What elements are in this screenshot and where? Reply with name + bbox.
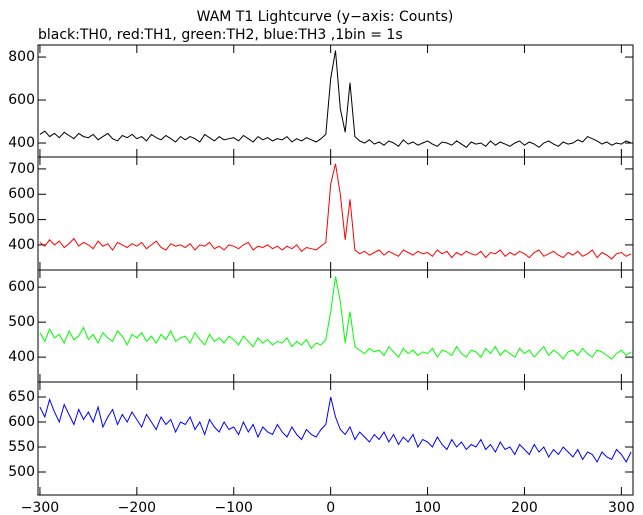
chart-title: WAM T1 Lightcurve (y−axis: Counts): [197, 9, 454, 25]
y-tick-label: 550: [8, 439, 35, 455]
y-tick-label: 800: [8, 49, 35, 65]
y-tick-label: 600: [8, 279, 35, 295]
y-tick-label: 600: [8, 92, 35, 108]
panel-frame: [37, 269, 634, 383]
series-line: [39, 396, 632, 464]
y-tick-label: 600: [8, 414, 35, 430]
y-tick-label: 500: [8, 314, 35, 330]
x-tick-label: 200: [511, 500, 538, 515]
x-tick-label: −100: [215, 500, 253, 515]
x-tick-label: 100: [414, 500, 441, 515]
series-line: [39, 276, 632, 360]
panel-frame: [37, 381, 634, 496]
y-tick-label: 500: [8, 464, 35, 480]
chart-subtitle: black:TH0, red:TH1, green:TH2, blue:TH3 …: [38, 27, 403, 43]
x-tick-label: 0: [326, 500, 335, 515]
x-tick-label: −300: [21, 500, 59, 515]
y-tick-label: 600: [8, 186, 35, 202]
series-line: [39, 50, 632, 148]
y-tick-label: 400: [8, 237, 35, 253]
x-tick-label: 300: [608, 500, 635, 515]
y-tick-label: 700: [8, 161, 35, 177]
panel-frame: [37, 156, 634, 271]
panel-frame: [37, 44, 634, 158]
y-tick-label: 650: [8, 389, 35, 405]
y-tick-label: 400: [8, 349, 35, 365]
x-tick-label: −200: [118, 500, 156, 515]
y-tick-label: 500: [8, 212, 35, 228]
y-tick-label: 400: [8, 135, 35, 151]
series-line: [39, 163, 632, 260]
